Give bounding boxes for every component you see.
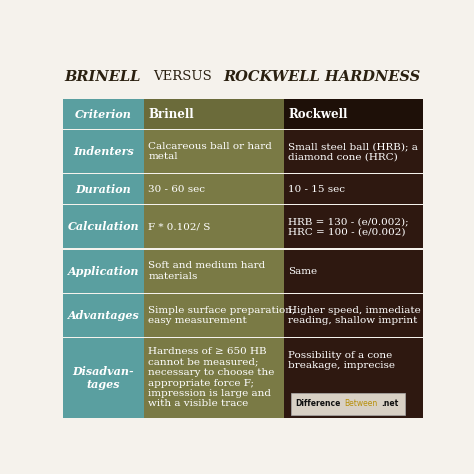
Text: F * 0.102/ S: F * 0.102/ S — [148, 222, 211, 231]
Text: Duration: Duration — [75, 184, 131, 195]
Bar — [283, 130, 423, 173]
Bar — [283, 174, 423, 204]
Bar — [144, 205, 283, 248]
Text: Criterion: Criterion — [75, 109, 132, 120]
Bar — [63, 338, 144, 418]
Text: Advantages: Advantages — [68, 310, 139, 321]
Text: Between: Between — [344, 400, 377, 409]
Text: Disadvan-
tages: Disadvan- tages — [73, 366, 134, 390]
Bar — [283, 205, 423, 248]
Bar — [144, 338, 283, 418]
Bar — [63, 130, 144, 173]
Bar — [63, 249, 144, 293]
Bar — [283, 338, 423, 418]
Text: Higher speed, immediate
reading, shallow imprint: Higher speed, immediate reading, shallow… — [288, 306, 421, 325]
Bar — [144, 174, 283, 204]
Text: Same: Same — [288, 266, 317, 275]
Bar — [283, 100, 423, 129]
Text: 10 - 15 sec: 10 - 15 sec — [288, 185, 345, 194]
Text: Calculation: Calculation — [68, 221, 139, 232]
Text: HRB = 130 - (e/0.002);
HRC = 100 - (e/0.002): HRB = 130 - (e/0.002); HRC = 100 - (e/0.… — [288, 217, 409, 237]
Text: Simple surface preparation,
easy measurement: Simple surface preparation, easy measure… — [148, 306, 296, 325]
Text: Brinell: Brinell — [148, 108, 194, 121]
Bar — [283, 249, 423, 293]
Text: 30 - 60 sec: 30 - 60 sec — [148, 185, 205, 194]
Text: VERSUS: VERSUS — [153, 70, 212, 82]
Bar — [144, 100, 283, 129]
Bar — [144, 249, 283, 293]
Text: Difference: Difference — [295, 400, 340, 409]
Text: ROCKWELL HARDNESS: ROCKWELL HARDNESS — [224, 70, 421, 83]
Bar — [63, 205, 144, 248]
Bar — [63, 100, 144, 129]
Text: Possibility of a cone
breakage, imprecise: Possibility of a cone breakage, imprecis… — [288, 351, 395, 370]
Bar — [283, 294, 423, 337]
Bar — [144, 294, 283, 337]
Text: Small steel ball (HRB); a
diamond cone (HRC): Small steel ball (HRB); a diamond cone (… — [288, 142, 418, 162]
Text: Soft and medium hard
materials: Soft and medium hard materials — [148, 261, 265, 281]
Text: Hardness of ≥ 650 HB
cannot be measured;
necessary to choose the
appropriate for: Hardness of ≥ 650 HB cannot be measured;… — [148, 347, 275, 409]
Text: Rockwell: Rockwell — [288, 108, 347, 121]
Text: BRINELL: BRINELL — [65, 70, 141, 83]
Text: Indenters: Indenters — [73, 146, 134, 157]
Bar — [291, 392, 405, 415]
Text: Calcareous ball or hard
metal: Calcareous ball or hard metal — [148, 142, 272, 162]
Bar — [63, 294, 144, 337]
Bar — [144, 130, 283, 173]
Text: .net: .net — [381, 400, 398, 409]
Bar — [63, 174, 144, 204]
Text: Application: Application — [68, 265, 139, 277]
